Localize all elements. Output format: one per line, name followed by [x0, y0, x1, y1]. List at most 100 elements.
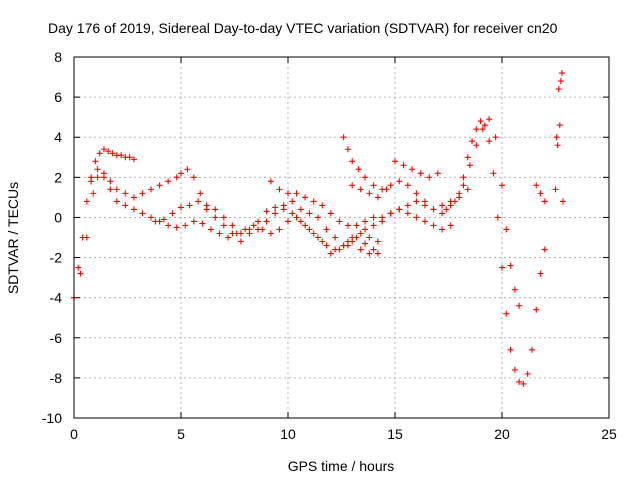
data-point	[404, 210, 411, 217]
data-point	[557, 78, 564, 85]
data-point	[537, 190, 544, 197]
data-point	[362, 218, 369, 225]
series-arc-k	[552, 70, 566, 205]
data-point	[559, 198, 566, 205]
axis-ticks	[73, 56, 610, 419]
data-point	[139, 190, 146, 197]
data-point	[374, 250, 381, 257]
data-point	[130, 206, 137, 213]
data-point	[263, 208, 270, 215]
data-point	[139, 210, 146, 217]
data-point	[160, 216, 167, 223]
data-point	[511, 286, 518, 293]
data-point	[507, 346, 514, 353]
data-point	[190, 218, 197, 225]
data-point	[96, 150, 103, 157]
data-point	[439, 202, 446, 209]
data-point	[113, 198, 120, 205]
data-point	[229, 230, 236, 237]
data-point	[404, 202, 411, 209]
data-point	[107, 186, 114, 193]
data-point	[285, 218, 291, 225]
y-tick-label: 4	[54, 129, 62, 145]
data-point	[126, 154, 133, 161]
data-point	[477, 118, 484, 125]
y-tick-label: -8	[50, 370, 63, 386]
data-point	[195, 198, 202, 205]
data-point	[122, 202, 129, 209]
data-point	[430, 206, 437, 213]
data-point	[255, 218, 262, 225]
data-point	[421, 202, 428, 209]
data-point	[439, 210, 446, 217]
data-point	[426, 174, 433, 181]
data-point	[451, 198, 458, 205]
data-point	[533, 306, 540, 313]
data-point	[77, 270, 84, 277]
data-point	[297, 206, 304, 213]
data-point	[118, 152, 125, 159]
data-point	[165, 222, 172, 229]
plot-frame	[73, 56, 610, 419]
data-point	[396, 206, 403, 213]
data-point	[272, 204, 279, 211]
data-point	[362, 240, 369, 247]
data-point	[349, 238, 356, 245]
data-point	[387, 182, 394, 189]
data-point	[293, 214, 300, 221]
data-point	[319, 202, 326, 209]
data-point	[503, 226, 510, 233]
data-point	[439, 226, 446, 233]
data-point	[387, 210, 394, 217]
data-point	[355, 166, 362, 173]
data-point	[92, 158, 99, 165]
data-point	[417, 170, 424, 177]
data-point	[396, 178, 403, 185]
series-arc-b	[71, 166, 381, 301]
data-point	[490, 170, 497, 177]
data-point	[374, 194, 381, 201]
data-point	[344, 242, 351, 249]
data-point	[336, 218, 343, 225]
data-point	[486, 116, 493, 123]
data-point	[541, 198, 548, 205]
data-point	[276, 226, 283, 233]
data-point	[553, 134, 560, 141]
data-point	[499, 264, 505, 271]
data-point	[122, 190, 129, 197]
data-point	[186, 202, 193, 209]
data-point	[113, 186, 120, 193]
y-tick-label: 8	[54, 49, 62, 65]
data-point	[507, 262, 514, 269]
data-point	[409, 166, 416, 173]
data-point	[94, 166, 101, 173]
data-point	[456, 190, 463, 197]
y-axis-label: SDTVAR / TECUs	[5, 182, 21, 294]
data-point	[558, 70, 565, 77]
data-point	[276, 186, 283, 193]
data-point	[216, 230, 223, 237]
data-point	[537, 270, 544, 277]
data-point	[492, 134, 499, 141]
data-point	[466, 162, 473, 169]
series-arc-c	[88, 166, 377, 257]
data-point	[533, 182, 540, 189]
data-point	[130, 194, 137, 201]
y-tick-label: 2	[54, 169, 62, 185]
data-point	[323, 226, 330, 233]
data-point	[332, 234, 339, 241]
data-point	[374, 238, 381, 245]
data-point	[207, 226, 214, 233]
data-point	[90, 190, 97, 197]
x-tick-label: 5	[177, 426, 185, 442]
data-point	[541, 246, 548, 253]
series-arc-d	[152, 198, 381, 257]
data-point	[349, 182, 356, 189]
data-point	[242, 226, 249, 233]
data-point	[100, 174, 107, 181]
grid-lines	[74, 57, 609, 418]
data-point	[289, 198, 296, 205]
data-point	[88, 174, 95, 181]
data-point	[404, 182, 411, 189]
